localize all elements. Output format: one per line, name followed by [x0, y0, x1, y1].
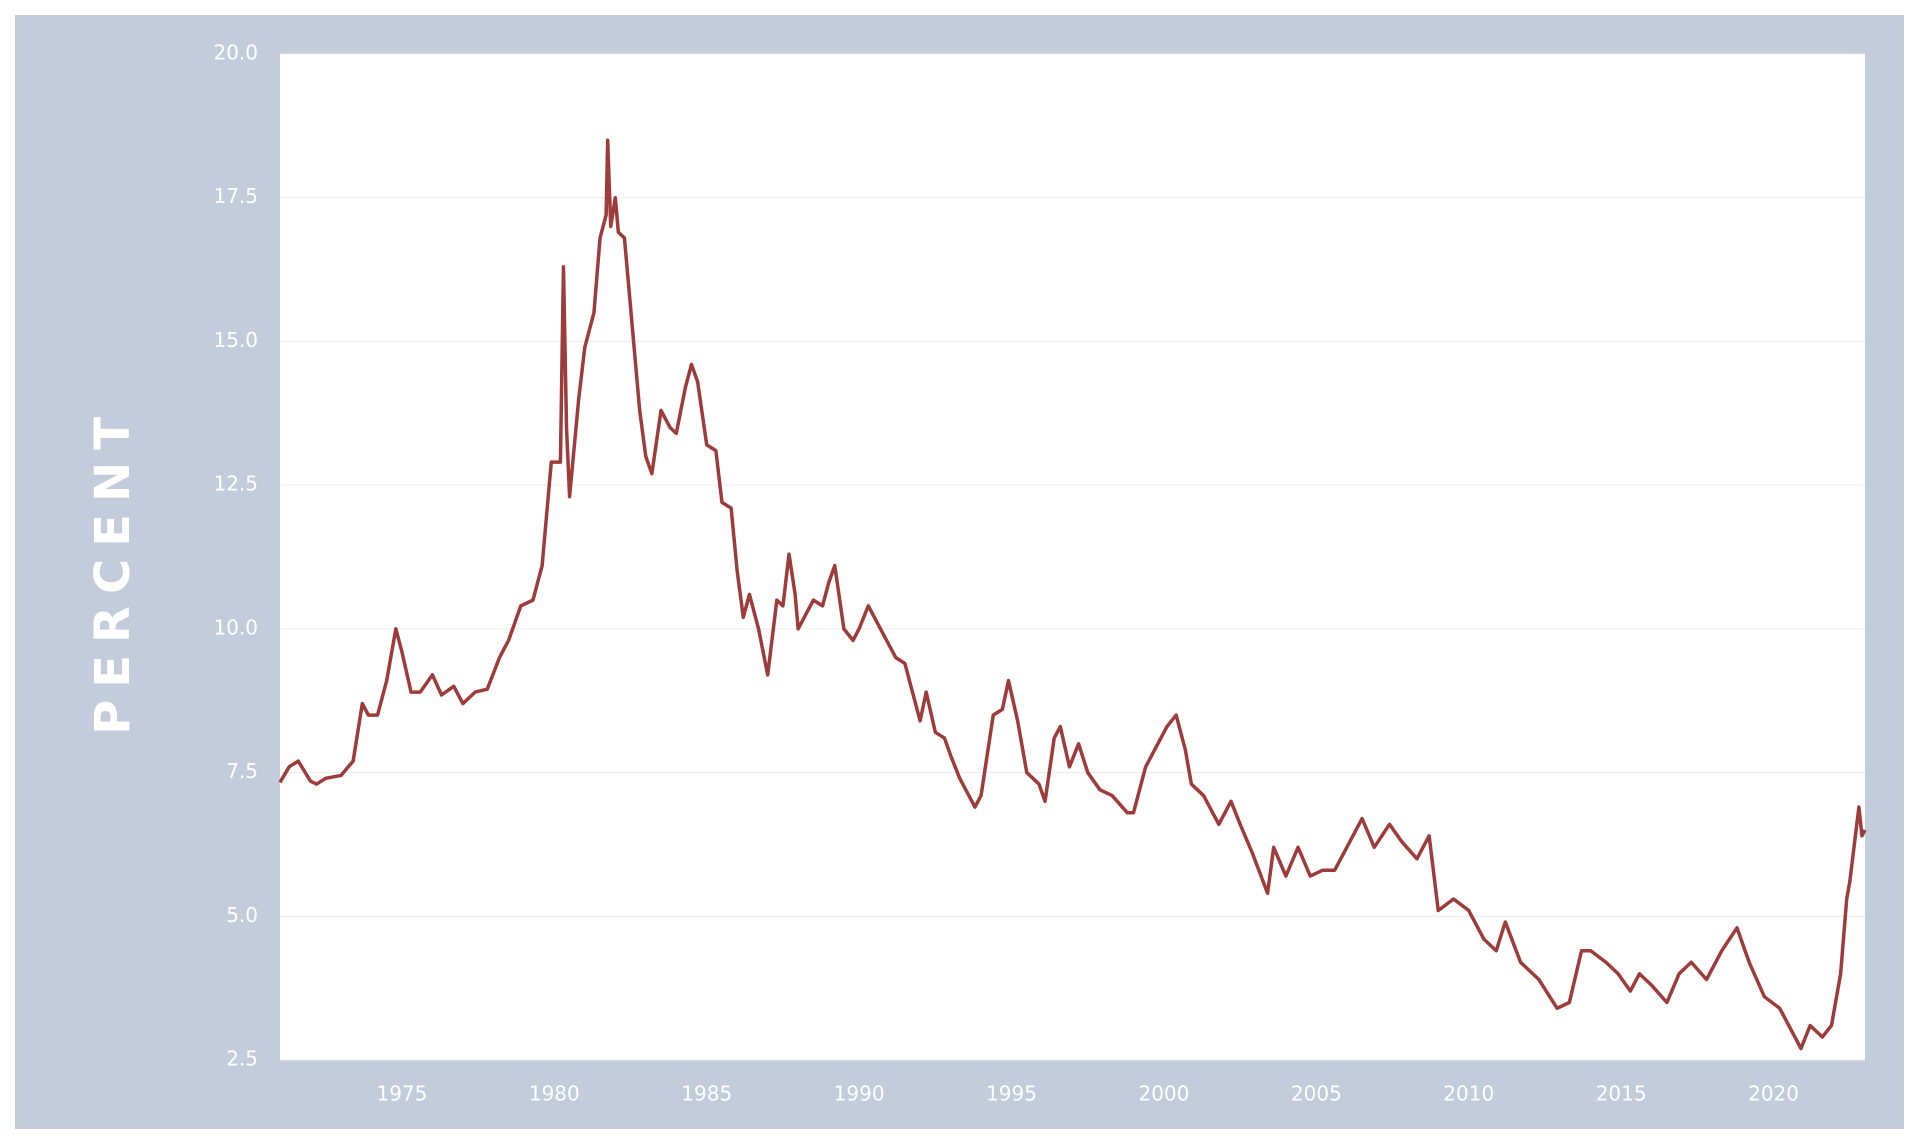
y-tick-label: 10.0 [213, 615, 258, 639]
x-tick-label: 2020 [1748, 1082, 1799, 1106]
y-tick-label: 12.5 [213, 472, 258, 496]
y-tick-label: 17.5 [213, 184, 258, 208]
line [278, 138, 1867, 1051]
y-tick-label: 20.0 [213, 41, 258, 65]
x-tick-label: 1980 [529, 1082, 580, 1106]
y-tick-label: 5.0 [226, 903, 258, 927]
x-tick-label: 2000 [1138, 1082, 1189, 1106]
plot-area [280, 54, 1865, 1060]
y-tick-label: 7.5 [226, 759, 258, 783]
x-tick-label: 2005 [1291, 1082, 1342, 1106]
x-tick-label: 2015 [1596, 1082, 1647, 1106]
x-tick-label: 1995 [986, 1082, 1037, 1106]
x-tick-label: 1985 [681, 1082, 732, 1106]
x-tick-label: 2010 [1443, 1082, 1494, 1106]
y-axis-label: PERCENT [85, 405, 141, 735]
x-tick-label: 1975 [376, 1082, 427, 1106]
x-tick-label: 1990 [834, 1082, 885, 1106]
y-tick-label: 15.0 [213, 328, 258, 352]
y-tick-label: 2.5 [226, 1047, 258, 1071]
